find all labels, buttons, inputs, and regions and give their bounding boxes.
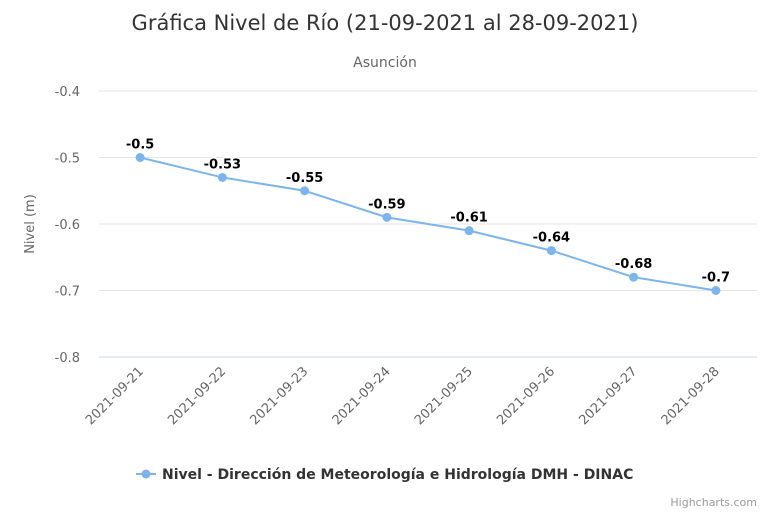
x-tick-label: 2021-09-23 <box>247 364 311 428</box>
data-point <box>546 246 556 256</box>
x-tick-label: 2021-09-26 <box>494 364 558 428</box>
data-label: -0.5 <box>126 138 154 153</box>
x-tick-label: 2021-09-24 <box>330 364 394 428</box>
data-point <box>711 286 721 295</box>
data-label: -0.59 <box>368 197 405 212</box>
data-point <box>382 212 392 222</box>
data-label: -0.55 <box>286 171 323 186</box>
legend-item[interactable]: Nivel - Dirección de Meteorología e Hidr… <box>136 467 633 483</box>
series-line <box>139 156 717 292</box>
x-tick-label: 2021-09-25 <box>412 364 476 428</box>
data-label: -0.64 <box>533 231 570 246</box>
data-label: -0.61 <box>450 211 487 226</box>
data-label: -0.68 <box>615 257 652 272</box>
data-point <box>464 226 474 236</box>
data-point <box>135 153 145 162</box>
x-tick-label: 2021-09-22 <box>165 364 229 428</box>
data-label: -0.7 <box>702 271 730 286</box>
x-tick-label: 2021-09-21 <box>83 364 147 428</box>
y-tick-label: -0.6 <box>55 218 80 233</box>
chart-subtitle: Asunción <box>353 55 417 71</box>
chart-title: Gráfica Nivel de Río (21-09-2021 al 28-0… <box>132 11 639 35</box>
legend-label: Nivel - Dirección de Meteorología e Hidr… <box>162 467 633 483</box>
data-point <box>629 272 639 282</box>
y-tick-label: -0.5 <box>55 152 80 167</box>
y-tick-label: -0.4 <box>55 85 80 100</box>
data-point <box>217 172 227 182</box>
y-axis-label: Nivel (m) <box>23 194 38 254</box>
x-tick-label: 2021-09-27 <box>576 364 640 428</box>
legend-marker-icon <box>141 469 151 479</box>
credits-link[interactable]: Highcharts.com <box>670 496 757 509</box>
data-point <box>300 186 310 196</box>
y-tick-label: -0.8 <box>55 351 80 366</box>
y-tick-label: -0.7 <box>55 285 80 300</box>
x-tick-label: 2021-09-28 <box>659 364 723 428</box>
data-label: -0.53 <box>204 157 241 172</box>
